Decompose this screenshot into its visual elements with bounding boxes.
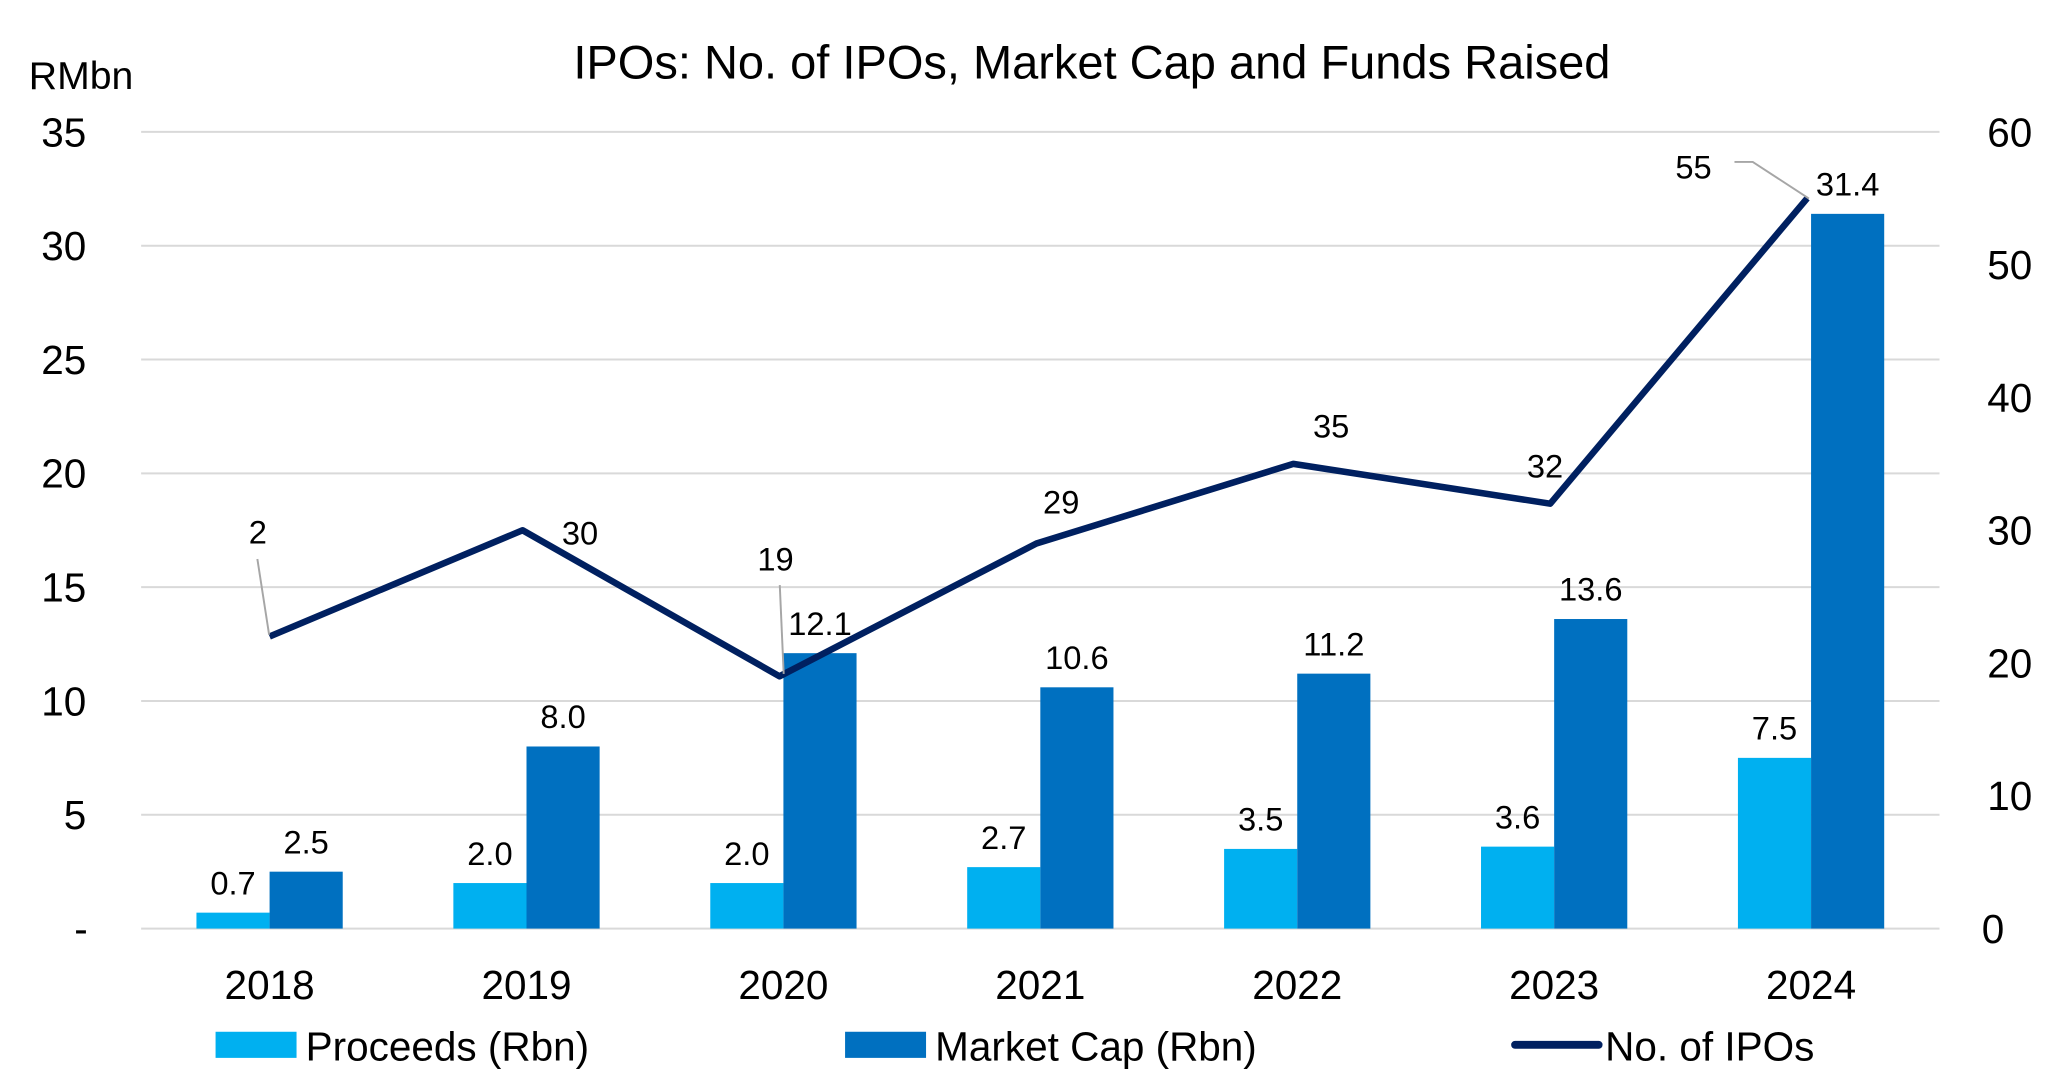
market-cap-data-label: 8.0 [540,698,585,735]
y-right-tick-label: 50 [1987,242,2032,288]
leader-line [256,558,271,635]
proceeds-data-label: 3.5 [1238,801,1283,838]
x-tick-label: 2021 [995,962,1085,1008]
proceeds-bar [1224,848,1298,929]
market-cap-bar [269,871,343,929]
x-tick-label: 2018 [225,962,315,1008]
y-left-tick-label: 25 [41,337,86,383]
y-right-tick-label: 10 [1987,773,2032,819]
market-cap-bar [783,653,857,929]
y-right-tick-label: 40 [1987,375,2032,421]
y-right-tick-label: 0 [1982,906,2005,952]
y-axis-left-label: RMbn [29,55,134,98]
y-right-tick-label: 20 [1987,640,2032,686]
x-tick-label: 2022 [1252,962,1342,1008]
legend-swatch [215,1031,297,1058]
ipo-count-data-label: 2 [249,514,267,551]
market-cap-bar [1040,687,1114,929]
market-cap-bar [526,746,600,929]
market-cap-data-label: 10.6 [1045,639,1109,676]
proceeds-data-label: 0.7 [210,864,255,901]
market-cap-data-label: 11.2 [1303,625,1364,662]
proceeds-bar [710,883,784,929]
market-cap-data-label: 13.6 [1559,571,1623,608]
y-left-tick-label: 30 [41,223,86,269]
proceeds-bar [1737,757,1812,929]
y-left-tick-label: 5 [64,792,87,838]
market-cap-bar [1554,619,1628,929]
proceeds-bar [453,883,527,929]
y-left-tick-label: 15 [41,565,86,611]
legend-label: Proceeds (Rbn) [306,1023,589,1069]
leader-line [1734,160,1810,200]
ipo-count-data-label: 32 [1527,448,1563,485]
market-cap-data-label: 31.4 [1816,166,1880,203]
y-left-tick-label: - [74,906,87,952]
legend-label: Market Cap (Rbn) [935,1023,1257,1069]
proceeds-bar [196,912,270,929]
ipo-count-line [268,196,1810,680]
proceeds-data-label: 2.0 [724,835,769,872]
proceeds-data-label: 2.7 [981,819,1026,856]
proceeds-data-label: 7.5 [1752,710,1797,747]
y-right-tick-label: 30 [1987,508,2032,554]
market-cap-data-label: 2.5 [283,823,328,860]
proceeds-data-label: 3.6 [1495,798,1540,835]
x-tick-label: 2024 [1766,962,1856,1008]
market-cap-bar [1297,673,1371,929]
market-cap-data-label: 12.1 [788,605,852,642]
proceeds-bar [967,867,1041,929]
proceeds-bar [1481,846,1555,929]
ipo-count-data-label: 29 [1043,483,1079,520]
ipo-count-data-label: 55 [1675,149,1711,186]
x-tick-label: 2019 [481,962,571,1008]
legend-label: No. of IPOs [1605,1023,1814,1069]
ipo-count-data-label: 30 [562,515,598,552]
market-cap-bar [1811,213,1885,929]
ipo-count-data-label: 35 [1313,408,1349,445]
y-left-tick-label: 20 [41,451,86,497]
x-tick-label: 2020 [738,962,828,1008]
y-right-tick-label: 60 [1987,109,2032,155]
y-left-tick-label: 35 [41,109,86,155]
ipo-count-data-label: 19 [757,541,793,578]
chart-title: IPOs: No. of IPOs, Market Cap and Funds … [573,35,1610,88]
leader-line [778,585,785,674]
x-tick-label: 2023 [1509,962,1599,1008]
legend-swatch [845,1031,927,1058]
proceeds-data-label: 2.0 [467,835,512,872]
y-left-tick-label: 10 [41,678,86,724]
